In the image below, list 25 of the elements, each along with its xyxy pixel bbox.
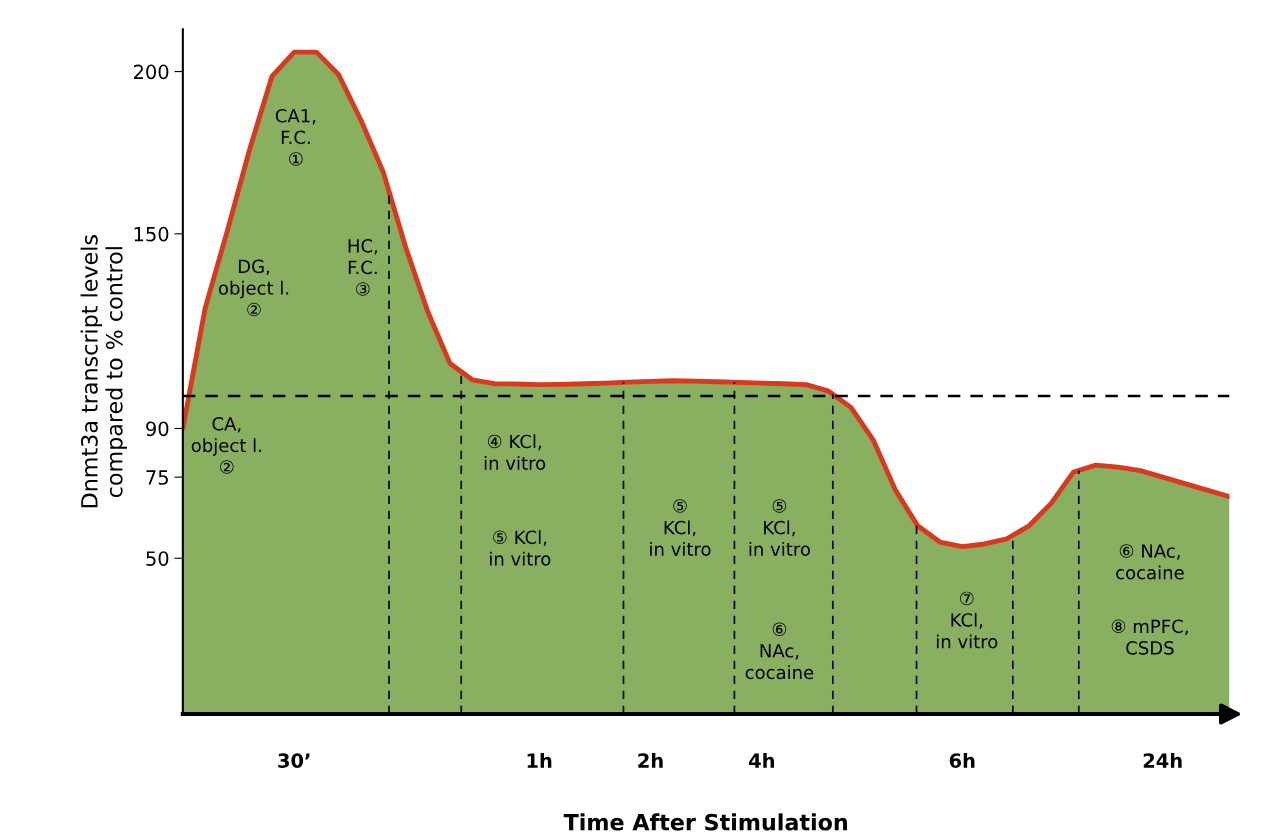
y-tick-label: 90	[146, 421, 169, 437]
annotation: CA1, F.C. ①	[275, 108, 316, 166]
annotation: ⑤ KCl, in vitro	[749, 499, 810, 556]
annotation: ⑥ NAc, cocaine	[745, 622, 814, 680]
y-tick-label: 200	[133, 64, 169, 80]
y-tick-label: 150	[134, 226, 169, 242]
x-tick-label: 6h	[949, 752, 975, 768]
annotation: ④ KCl, in vitro	[484, 434, 546, 470]
y-tick-label: 50	[146, 551, 169, 566]
x-tick-label: 24h	[1143, 752, 1182, 768]
y-axis-title: Dnmt3a transcript levels compared to % control	[80, 235, 127, 508]
annotation: ⑤ KCl, in vitro	[490, 530, 551, 566]
annotation: ⑦ KCl, in vitro	[936, 591, 998, 649]
x-axis-title: Time After Stimulation	[563, 813, 847, 831]
annotation: ⑥ NAc, cocaine	[1116, 544, 1184, 580]
annotation: ⑤ KCl, in vitro	[650, 499, 711, 556]
x-tick-label: 30’	[278, 753, 310, 768]
y-tick-label: 75	[146, 470, 168, 485]
annotation: ⑧ mPFC, CSDS	[1111, 619, 1188, 655]
x-tick-label: 1h	[527, 752, 552, 768]
annotation: HC, F.C. ③	[348, 239, 378, 296]
x-tick-label: 4h	[749, 752, 774, 768]
annotation: DG, object l. ②	[218, 259, 289, 317]
annotation: CA, object l. ②	[191, 417, 261, 474]
x-tick-label: 2h	[638, 752, 663, 768]
